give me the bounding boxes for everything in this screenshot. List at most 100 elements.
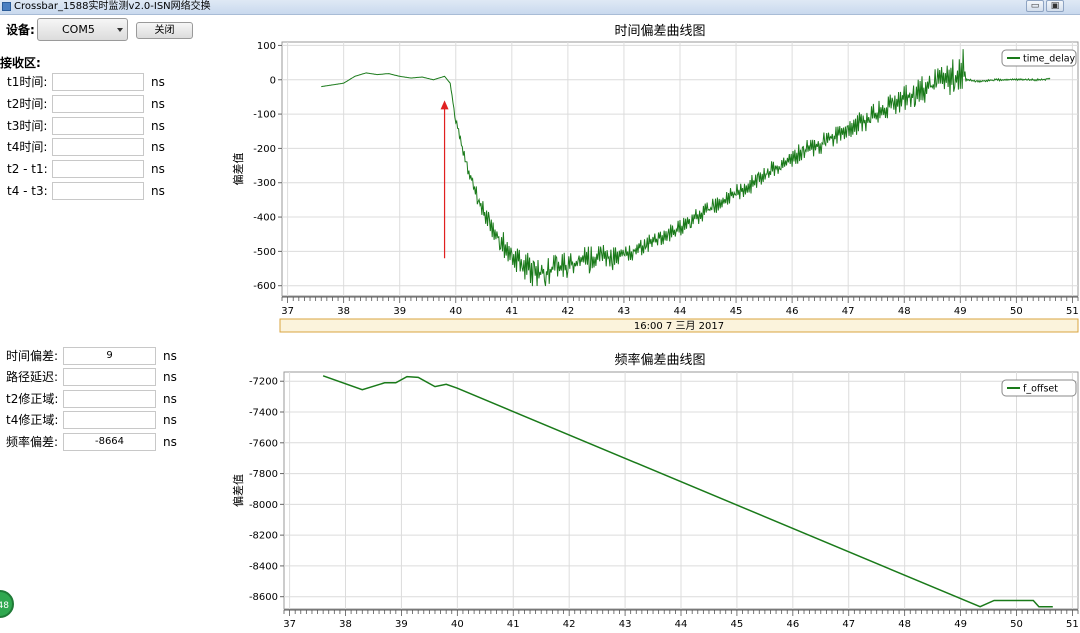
window-title: Crossbar_1588实时监测v2.0-ISN网络交换: [14, 1, 211, 12]
receive-label: t4时间:: [7, 140, 48, 155]
receive-field[interactable]: [52, 73, 144, 91]
x-tick-label: 43: [619, 619, 632, 630]
receive-field[interactable]: [52, 94, 144, 113]
y-tick-label: -7800: [249, 469, 278, 480]
x-tick-label: 42: [563, 619, 576, 630]
y-tick-label: -500: [253, 247, 276, 258]
x-tick-label: 50: [1010, 306, 1023, 317]
result-field[interactable]: [63, 411, 156, 430]
y-tick-label: -200: [253, 144, 276, 155]
result-label: t2修正域:: [6, 391, 59, 406]
x-tick-label: 51: [1066, 306, 1079, 317]
device-label: 设备:: [6, 23, 35, 37]
y-tick-label: -8000: [249, 500, 278, 511]
x-tick-label: 37: [283, 619, 296, 630]
x-tick-label: 48: [898, 306, 911, 317]
result-label: t4修正域:: [6, 413, 59, 428]
x-tick-label: 46: [786, 306, 799, 317]
annotation-arrowhead: [440, 100, 449, 110]
result-unit: ns: [163, 349, 177, 363]
maximize-button[interactable]: ▣: [1046, 0, 1064, 12]
port-select-value: COM5: [62, 23, 95, 36]
receive-unit: ns: [151, 96, 165, 111]
x-tick-label: 49: [954, 306, 967, 317]
x-tick-label: 37: [281, 306, 294, 317]
receive-unit: ns: [151, 75, 165, 89]
result-field[interactable]: 9: [63, 347, 156, 365]
receive-field[interactable]: [52, 182, 144, 200]
x-tick-label: 46: [786, 619, 799, 630]
date-label: 16:00 7 三月 2017: [634, 320, 724, 332]
app-icon: [2, 2, 11, 11]
y-tick-label: -400: [253, 213, 276, 224]
result-label: 路径延迟:: [6, 370, 59, 385]
y-tick-label: 0: [270, 75, 276, 86]
receive-label: t4 - t3:: [7, 184, 48, 198]
receive-label: t2 - t1:: [7, 162, 48, 177]
result-field[interactable]: [63, 368, 156, 387]
x-tick-label: 44: [674, 306, 687, 317]
result-unit: ns: [163, 370, 177, 385]
series-line-f_offset: [322, 375, 1053, 608]
result-field[interactable]: [63, 389, 156, 408]
legend-box: [1001, 379, 1077, 397]
time-delay-chart: 100 0 -100 -200 -300 -400 -500 -600 37 38 39 40 41 42…: [231, 41, 1079, 333]
y-axis-label: 偏差值: [231, 153, 245, 186]
chevron-down-icon: [117, 28, 123, 32]
x-tick-label: 42: [562, 306, 575, 317]
legend-box: [1001, 49, 1077, 67]
x-tick-label: 39: [395, 619, 408, 630]
x-tick-label: 39: [393, 306, 406, 317]
y-tick-label: -7400: [249, 408, 278, 419]
x-tick-label: 41: [505, 306, 518, 317]
freq-offset-chart-title: 频率偏差曲线图: [614, 353, 706, 368]
legend-label: time_delay: [1023, 54, 1076, 65]
y-tick-label: 100: [257, 41, 276, 52]
result-label: 频率偏差:: [6, 434, 59, 449]
time-delay-chart-title: 时间偏差曲线图: [614, 24, 706, 39]
port-select[interactable]: COM5: [37, 18, 128, 41]
receive-section-label: 接收区:: [0, 56, 41, 70]
legend-label: f_offset: [1023, 384, 1058, 395]
receive-unit: ns: [151, 162, 165, 177]
x-tick-label: 47: [842, 619, 855, 630]
result-label: 时间偏差:: [6, 349, 59, 363]
receive-label: t1时间:: [7, 75, 48, 89]
result-field[interactable]: -8664: [63, 432, 156, 451]
result-unit: ns: [163, 391, 177, 406]
x-tick-label: 45: [731, 619, 744, 630]
y-tick-label: -7200: [249, 377, 278, 388]
y-tick-label: -8600: [249, 592, 278, 603]
x-tick-label: 44: [675, 619, 688, 630]
y-axis-label: 偏差值: [231, 474, 245, 507]
receive-label: t2时间:: [7, 96, 48, 111]
freq-offset-chart: -7200 -7400 -7600 -7800 -8000 -8200 -8400 -8600…: [231, 371, 1079, 630]
receive-label: t3时间:: [7, 118, 48, 133]
close-port-button[interactable]: 关闭: [136, 22, 193, 39]
x-tick-label: 45: [730, 306, 743, 317]
floating-badge[interactable]: 48: [0, 590, 14, 618]
x-tick-label: 40: [449, 306, 462, 317]
receive-field[interactable]: [52, 160, 144, 179]
x-tick-label: 50: [1010, 619, 1023, 630]
minimize-button[interactable]: ▭: [1026, 0, 1044, 12]
receive-unit: ns: [151, 118, 165, 133]
y-tick-label: -8200: [249, 531, 278, 542]
y-tick-label: -8400: [249, 561, 278, 572]
result-unit: ns: [163, 413, 177, 428]
x-tick-label: 47: [842, 306, 855, 317]
receive-field[interactable]: [52, 138, 144, 157]
y-tick-label: -7600: [249, 438, 278, 449]
receive-field[interactable]: [52, 116, 144, 135]
receive-unit: ns: [151, 184, 165, 198]
x-tick-label: 38: [337, 306, 350, 317]
x-tick-label: 49: [954, 619, 967, 630]
receive-unit: ns: [151, 140, 165, 155]
y-tick-label: -100: [253, 110, 276, 121]
x-tick-label: 51: [1066, 619, 1079, 630]
date-bar: [279, 318, 1079, 333]
x-tick-label: 38: [339, 619, 352, 630]
y-tick-label: -300: [253, 178, 276, 189]
y-tick-label: -600: [253, 281, 276, 292]
x-tick-label: 41: [507, 619, 520, 630]
